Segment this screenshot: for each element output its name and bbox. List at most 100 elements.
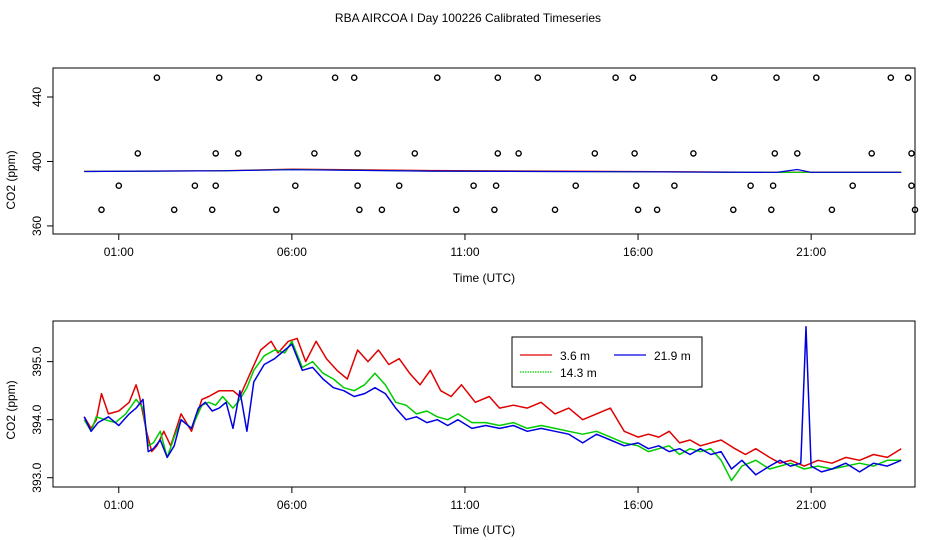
panel-1-x-tick-label: 01:00 — [104, 245, 134, 259]
calibration-point — [411, 150, 419, 157]
panel-1-plot-area — [52, 67, 916, 235]
series-line-14-3-m — [83, 340, 902, 482]
calibration-point — [212, 182, 219, 189]
legend-label-3-6m: 3.6 m — [560, 349, 590, 363]
calibration-point — [710, 74, 718, 81]
calibration-point — [768, 206, 775, 214]
calibration-point — [115, 182, 123, 189]
calibration-point — [356, 206, 363, 214]
panel-2-x-tick-label: 06:00 — [277, 498, 307, 512]
calibration-point — [868, 150, 876, 157]
calibration-point — [494, 150, 502, 157]
calibration-point — [534, 74, 542, 81]
panel-2-x-axis: 01:00 06:00 11:00 16:00 21:00 — [104, 487, 826, 512]
panel-2-y-tick-label: 394.0 — [30, 404, 44, 434]
panel-2-y-axis: 393.0 394.0 395.0 — [30, 346, 53, 493]
panel-2-x-tick-label: 16:00 — [623, 498, 653, 512]
panel-1-x-label: Time (UTC) — [453, 271, 515, 285]
calibration-point — [234, 150, 242, 157]
panel-2-x-tick-label: 21:00 — [796, 498, 826, 512]
calibration-point — [395, 182, 403, 189]
calibration-point — [633, 182, 640, 189]
series-line-21-9-m — [83, 326, 902, 476]
calibration-point — [849, 182, 857, 189]
panel-2-x-label: Time (UTC) — [453, 523, 515, 537]
calibration-point — [311, 150, 318, 157]
calibration-point — [212, 150, 219, 157]
calibration-point — [828, 206, 836, 214]
panel-2-y-tick-label: 395.0 — [30, 346, 44, 376]
panel-1-x-tick-label: 21:00 — [796, 245, 826, 259]
panel-1-calibration-points — [98, 74, 919, 214]
panel-2-y-tick-label: 393.0 — [30, 462, 44, 492]
calibration-point — [551, 206, 559, 214]
calibration-point — [452, 206, 460, 214]
calibration-point — [331, 74, 339, 81]
calibration-point — [813, 74, 820, 81]
panel-2-x-tick-label: 01:00 — [104, 498, 134, 512]
panel-1-y-tick-label: 440 — [30, 87, 44, 107]
panel-2-series-lines — [83, 326, 902, 482]
calibration-point — [769, 182, 777, 189]
calibration-point — [134, 150, 142, 157]
calibration-point — [378, 206, 386, 214]
calibration-point — [470, 182, 477, 189]
panel-2-y-label: CO2 (ppm) — [4, 380, 18, 439]
calibration-point — [634, 206, 642, 214]
calibration-point — [350, 74, 358, 81]
calibration-point — [631, 150, 638, 157]
panel-calibration: 01:00 06:00 11:00 16:00 21:00 360 400 440 Time… — [4, 67, 919, 285]
calibration-point — [572, 182, 580, 189]
calibration-point — [671, 182, 678, 189]
legend: 3.6 m 21.9 m 14.3 m — [511, 336, 703, 388]
calibration-point — [612, 74, 619, 81]
calibration-point — [98, 206, 105, 214]
calibration-point — [747, 182, 754, 189]
panel-1-x-tick-label: 16:00 — [623, 245, 653, 259]
panel-1-y-tick-label: 400 — [30, 151, 44, 171]
calibration-point — [911, 206, 919, 214]
panel-1-y-label: CO2 (ppm) — [4, 150, 18, 209]
calibration-point — [494, 74, 502, 81]
calibration-point — [908, 150, 915, 157]
calibration-point — [904, 74, 912, 81]
calibration-point — [730, 206, 737, 214]
legend-box — [511, 336, 703, 388]
calibration-point — [653, 206, 661, 214]
panel-1-x-tick-label: 11:00 — [450, 245, 479, 259]
calibration-point — [291, 182, 299, 189]
calibration-point — [153, 74, 161, 81]
calibration-point — [591, 150, 599, 157]
legend-label-14-3m: 14.3 m — [560, 366, 597, 380]
legend-label-21-9m: 21.9 m — [654, 349, 691, 363]
calibration-point — [208, 206, 216, 214]
calibration-point — [255, 74, 263, 81]
calibration-point — [191, 182, 199, 189]
calibration-point — [515, 150, 522, 157]
series-line-3-6-m — [83, 337, 902, 467]
calibration-point — [354, 182, 361, 189]
calibration-point — [629, 74, 637, 81]
calibration-point — [908, 182, 915, 189]
calibration-point — [272, 206, 280, 214]
calibration-point — [771, 150, 779, 157]
calibration-point — [492, 182, 500, 189]
calibration-point — [773, 74, 780, 81]
ambient-line-21-9-m — [84, 168, 902, 174]
calibration-point — [690, 150, 697, 157]
panel-1-y-axis: 360 400 440 — [30, 87, 53, 236]
calibration-point — [794, 150, 801, 157]
calibration-point — [170, 206, 178, 214]
panel-timeseries: 01:00 06:00 11:00 16:00 21:00 393.0 394.0 395.… — [4, 320, 916, 537]
calibration-point — [887, 74, 895, 81]
panel-2-plot-area — [52, 320, 916, 488]
panel-2-x-tick-label: 11:00 — [450, 498, 479, 512]
calibration-point — [215, 74, 223, 81]
calibration-point — [354, 150, 361, 157]
calibration-point — [491, 206, 498, 214]
panel-1-y-tick-label: 360 — [30, 216, 44, 236]
panel-1-x-axis: 01:00 06:00 11:00 16:00 21:00 — [104, 234, 826, 259]
calibration-point — [433, 74, 441, 81]
figure-title: RBA AIRCOA I Day 100226 Calibrated Times… — [335, 11, 601, 25]
